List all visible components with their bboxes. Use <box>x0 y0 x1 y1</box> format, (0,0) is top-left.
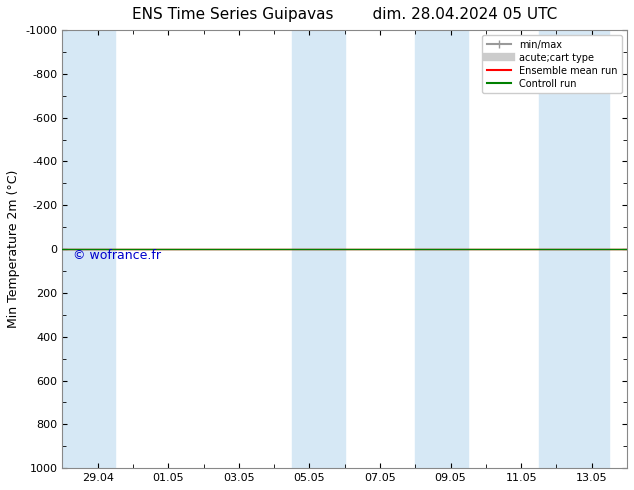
Bar <box>539 30 609 468</box>
Y-axis label: Min Temperature 2m (°C): Min Temperature 2m (°C) <box>7 170 20 328</box>
Bar <box>62 30 115 468</box>
Text: © wofrance.fr: © wofrance.fr <box>73 249 161 262</box>
Bar <box>292 30 345 468</box>
Title: ENS Time Series Guipavas        dim. 28.04.2024 05 UTC: ENS Time Series Guipavas dim. 28.04.2024… <box>132 7 557 22</box>
Bar <box>415 30 469 468</box>
Legend: min/max, acute;cart type, Ensemble mean run, Controll run: min/max, acute;cart type, Ensemble mean … <box>482 35 622 94</box>
